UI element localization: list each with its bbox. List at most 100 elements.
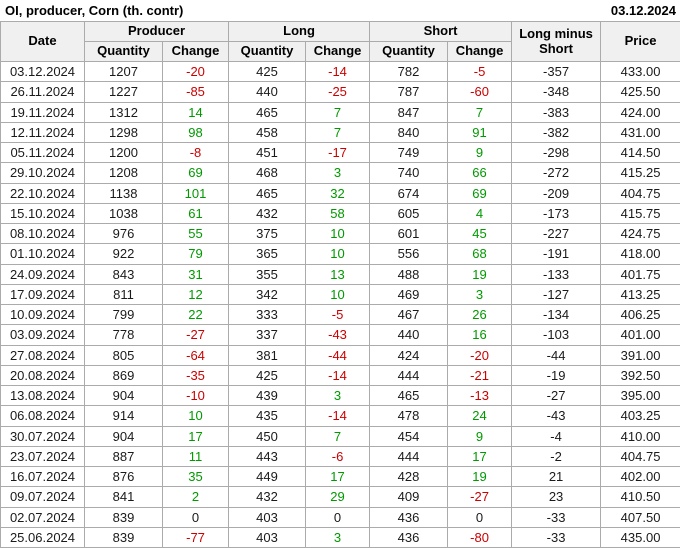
cell-date: 30.07.2024 bbox=[0, 425, 85, 447]
cell-date: 03.09.2024 bbox=[0, 324, 85, 346]
report-date: 03.12.2024 bbox=[610, 3, 676, 18]
cell-long-quantity: 342 bbox=[228, 283, 307, 306]
cell-price: 418.00 bbox=[600, 243, 680, 265]
cell-short-quantity: 454 bbox=[369, 425, 449, 447]
cell-long-minus-short: 21 bbox=[511, 465, 602, 488]
col-group-producer: Producer bbox=[83, 21, 230, 42]
cell-long-minus-short: -298 bbox=[511, 141, 602, 164]
cell-short-change: 26 bbox=[447, 303, 513, 326]
cell-long-change: 10 bbox=[305, 222, 371, 245]
cell-short-quantity: 440 bbox=[369, 324, 449, 346]
table-row: 01.10.2024 922 79 365 10 556 68 -191 418.00 bbox=[0, 243, 680, 265]
cell-short-quantity: 409 bbox=[369, 486, 449, 508]
cell-long-quantity: 450 bbox=[228, 425, 307, 447]
cell-producer-quantity: 778 bbox=[84, 324, 163, 346]
cell-producer-quantity: 843 bbox=[84, 263, 163, 285]
cell-producer-quantity: 922 bbox=[84, 243, 163, 265]
cell-short-change: 19 bbox=[447, 263, 513, 285]
cell-long-change: -14 bbox=[305, 60, 371, 83]
table-row: 19.11.2024 1312 14 465 7 847 7 -383 424.00 bbox=[0, 101, 680, 123]
table-row: 27.08.2024 805 -64 381 -44 424 -20 -44 391.00 bbox=[0, 344, 680, 366]
cell-long-change: -5 bbox=[305, 303, 371, 326]
cell-producer-quantity: 1138 bbox=[84, 182, 163, 204]
cell-short-change: 7 bbox=[447, 101, 513, 123]
table-row: 20.08.2024 869 -35 425 -14 444 -21 -19 392.50 bbox=[0, 364, 680, 387]
cell-producer-change: -8 bbox=[161, 141, 230, 164]
table-row: 03.09.2024 778 -27 337 -43 440 16 -103 401.00 bbox=[0, 324, 680, 346]
table-row: 29.10.2024 1208 69 468 3 740 66 -272 415.25 bbox=[0, 162, 680, 184]
table-row: 03.12.2024 1207 -20 425 -14 782 -5 -357 433.00 bbox=[0, 60, 680, 83]
cell-price: 410.50 bbox=[600, 486, 680, 508]
cell-long-change: 7 bbox=[305, 121, 371, 144]
cell-producer-change: 61 bbox=[161, 202, 230, 225]
cell-long-minus-short: -27 bbox=[511, 384, 602, 407]
cell-long-minus-short: -19 bbox=[511, 364, 602, 387]
cell-producer-change: -27 bbox=[161, 324, 230, 346]
table-row: 13.08.2024 904 -10 439 3 465 -13 -27 395.00 bbox=[0, 384, 680, 407]
cell-short-quantity: 444 bbox=[369, 364, 449, 387]
cell-short-quantity: 467 bbox=[369, 303, 449, 326]
cell-price: 406.25 bbox=[600, 303, 680, 326]
cell-date: 02.07.2024 bbox=[0, 506, 85, 528]
cell-long-change: 29 bbox=[305, 486, 371, 508]
col-header-long-change: Change bbox=[305, 41, 371, 62]
cell-date: 06.08.2024 bbox=[0, 405, 85, 427]
cell-producer-change: -20 bbox=[161, 60, 230, 83]
cell-long-quantity: 381 bbox=[228, 344, 307, 366]
cell-long-minus-short: -2 bbox=[511, 445, 602, 468]
table-row: 06.08.2024 914 10 435 -14 478 24 -43 403.25 bbox=[0, 405, 680, 427]
cell-short-change: -21 bbox=[447, 364, 513, 387]
cell-short-quantity: 436 bbox=[369, 506, 449, 528]
cell-date: 05.11.2024 bbox=[0, 141, 85, 164]
cell-producer-change: -77 bbox=[161, 526, 230, 548]
cell-producer-quantity: 887 bbox=[84, 445, 163, 468]
title-bar: OI, producer, Corn (th. contr) 03.12.202… bbox=[0, 0, 680, 21]
cell-short-change: -27 bbox=[447, 486, 513, 508]
cell-date: 12.11.2024 bbox=[0, 121, 85, 144]
table-row: 05.11.2024 1200 -8 451 -17 749 9 -298 414.50 bbox=[0, 141, 680, 164]
cell-price: 414.50 bbox=[600, 141, 680, 164]
cell-short-change: -80 bbox=[447, 526, 513, 548]
cell-short-quantity: 605 bbox=[369, 202, 449, 225]
cell-producer-quantity: 1227 bbox=[84, 81, 163, 103]
table-row: 24.09.2024 843 31 355 13 488 19 -133 401.75 bbox=[0, 263, 680, 285]
cell-price: 401.00 bbox=[600, 324, 680, 346]
cell-long-change: 7 bbox=[305, 101, 371, 123]
cell-long-quantity: 425 bbox=[228, 364, 307, 387]
table-header: Date Producer Long Short Long minus Shor… bbox=[0, 21, 680, 62]
cell-long-change: 3 bbox=[305, 526, 371, 548]
cell-short-change: 3 bbox=[447, 283, 513, 306]
cell-price: 392.50 bbox=[600, 364, 680, 387]
cell-producer-quantity: 1312 bbox=[84, 101, 163, 123]
cell-date: 27.08.2024 bbox=[0, 344, 85, 366]
col-header-price: Price bbox=[600, 21, 680, 62]
cell-date: 24.09.2024 bbox=[0, 263, 85, 285]
col-group-long: Long bbox=[228, 21, 371, 42]
table-row: 25.06.2024 839 -77 403 3 436 -80 -33 435.00 bbox=[0, 526, 680, 548]
table-row: 10.09.2024 799 22 333 -5 467 26 -134 406.25 bbox=[0, 303, 680, 326]
cell-producer-quantity: 1200 bbox=[84, 141, 163, 164]
cell-long-change: -6 bbox=[305, 445, 371, 468]
cell-price: 410.00 bbox=[600, 425, 680, 447]
table-row: 23.07.2024 887 11 443 -6 444 17 -2 404.75 bbox=[0, 445, 680, 468]
cell-producer-change: 2 bbox=[161, 486, 230, 508]
cell-producer-change: 10 bbox=[161, 405, 230, 427]
cell-date: 16.07.2024 bbox=[0, 465, 85, 488]
cell-long-change: 10 bbox=[305, 243, 371, 265]
cell-producer-change: 98 bbox=[161, 121, 230, 144]
cell-long-quantity: 337 bbox=[228, 324, 307, 346]
cell-long-change: -43 bbox=[305, 324, 371, 346]
cell-long-change: 3 bbox=[305, 162, 371, 184]
cell-short-change: 91 bbox=[447, 121, 513, 144]
cell-long-minus-short: -33 bbox=[511, 506, 602, 528]
cell-long-change: 13 bbox=[305, 263, 371, 285]
cell-price: 424.00 bbox=[600, 101, 680, 123]
cell-long-minus-short: -134 bbox=[511, 303, 602, 326]
cell-long-quantity: 465 bbox=[228, 182, 307, 204]
cell-producer-change: -64 bbox=[161, 344, 230, 366]
cell-long-minus-short: -33 bbox=[511, 526, 602, 548]
cell-short-change: 4 bbox=[447, 202, 513, 225]
cell-date: 01.10.2024 bbox=[0, 243, 85, 265]
col-header-short-change: Change bbox=[447, 41, 513, 62]
cell-producer-quantity: 914 bbox=[84, 405, 163, 427]
